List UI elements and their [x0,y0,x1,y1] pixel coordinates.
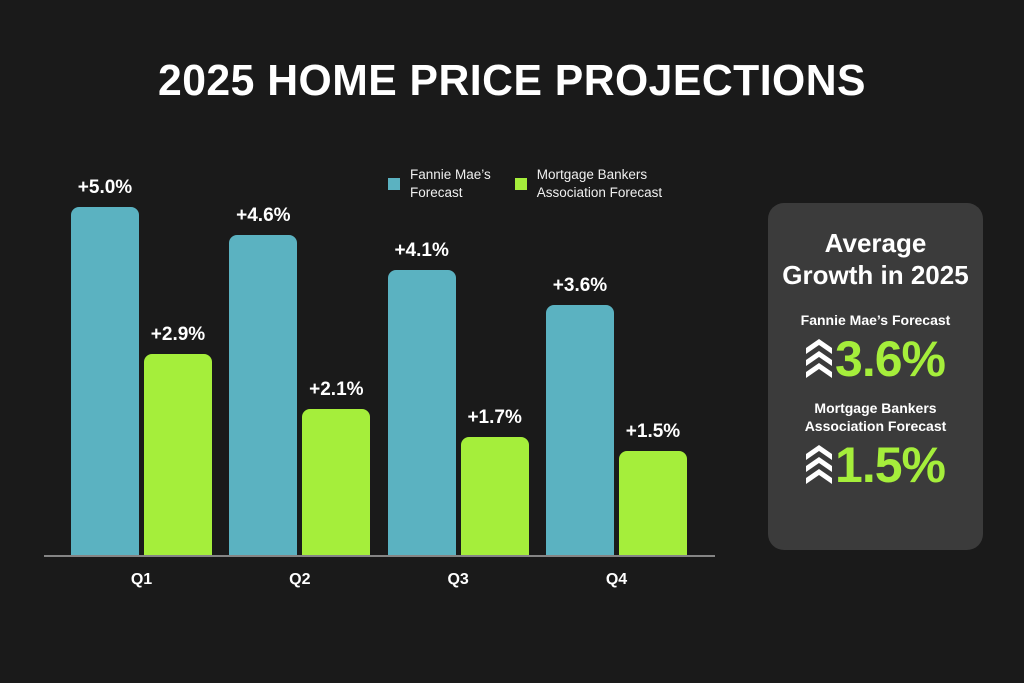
bar-fannie-mae-q4 [545,305,614,556]
bar-column: +2.1% [302,379,371,556]
panel-label-mortgage-bankers: Mortgage Bankers Association Forecast [804,400,947,434]
bar-value-label: +1.7% [467,407,522,428]
bar-column: +4.1% [387,240,456,556]
bar-value-label: +4.6% [236,205,291,226]
panel-title: Average Growth in 2025 [782,228,969,290]
bar-chart: +5.0% +2.9% +4.6% +2.1% +4.1% +1.7% +3.6% +1.5% [44,177,715,556]
panel-value-row-fannie-mae: 3.6% [768,333,983,385]
bar-value-label: +4.1% [394,240,449,261]
category-label-q1: Q1 [130,571,153,588]
bar-mortgage-bankers-q3 [460,437,529,556]
bar-group-q3: +4.1% +1.7% [387,240,529,556]
legend-swatch-green-icon [514,178,527,190]
bar-group-q1: +5.0% +2.9% [71,177,212,556]
legend-label: Fannie Mae’s Forecast [410,167,491,200]
bar-fannie-mae-q3 [387,270,456,556]
average-growth-panel: Average Growth in 2025 Fannie Mae’s Fore… [768,203,983,550]
bar-value-label: +5.0% [77,177,133,198]
panel-label-fannie-mae: Fannie Mae’s Forecast [800,312,951,328]
bar-mortgage-bankers-q1 [144,354,212,556]
bar-group-q4: +3.6% +1.5% [545,275,687,556]
x-axis-line [44,555,715,557]
bar-fannie-mae-q1 [71,207,139,556]
triple-chevron-up-icon [806,339,833,378]
triple-chevron-up-icon [806,445,833,484]
bar-mortgage-bankers-q4 [618,451,687,556]
category-label-q3: Q3 [447,571,469,588]
panel-value-fannie-mae: 3.6% [835,331,946,387]
bar-column: +1.7% [460,407,529,556]
bar-column: +2.9% [144,324,212,556]
bar-value-label: +3.6% [552,275,608,296]
legend-swatch-teal-icon [388,178,400,190]
bar-column: +4.6% [229,205,298,556]
bar-fannie-mae-q2 [229,235,298,556]
bar-value-label: +2.1% [309,379,364,400]
category-label-q4: Q4 [605,571,628,588]
panel-value-mortgage-bankers: 1.5% [835,437,946,493]
bar-value-label: +2.9% [150,324,206,345]
legend-label: Mortgage Bankers Association Forecast [536,167,663,200]
category-label-q2: Q2 [289,571,311,588]
bar-mortgage-bankers-q2 [302,409,371,556]
bar-column: +5.0% [71,177,139,556]
legend-item-fannie-mae: Fannie Mae’s Forecast [388,166,491,202]
bar-value-label: +1.5% [625,421,681,442]
x-axis-category-labels: Q1 Q2 Q3 Q4 [44,571,715,589]
bar-group-q2: +4.6% +2.1% [229,205,371,556]
bar-column: +3.6% [545,275,614,556]
panel-value-row-mortgage-bankers: 1.5% [768,439,983,491]
bar-column: +1.5% [618,421,687,556]
legend-item-mortgage-bankers: Mortgage Bankers Association Forecast [514,166,663,202]
chart-legend: Fannie Mae’s Forecast Mortgage Bankers A… [388,166,662,202]
page-title: 2025 HOME PRICE PROJECTIONS [157,56,867,105]
